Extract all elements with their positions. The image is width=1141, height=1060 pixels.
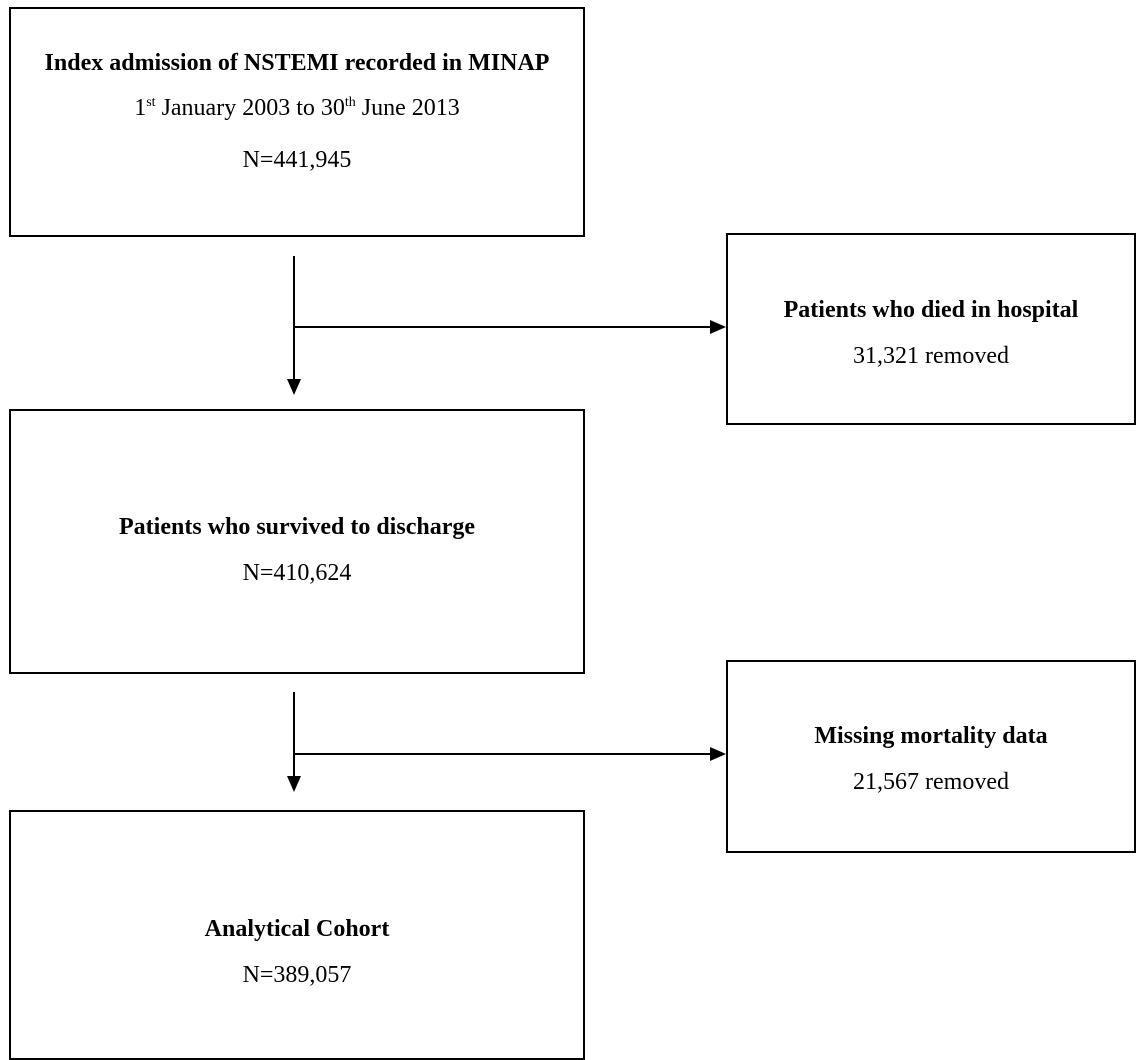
index-admission-count: N=441,945	[242, 147, 352, 173]
index-admission-box: Index admission of NSTEMI recorded in MI…	[9, 7, 585, 237]
arrowhead-right-missing	[710, 747, 726, 761]
missing-mortality-detail: 21,567 removed	[853, 769, 1009, 795]
date-middle: January 2003 to 30	[155, 95, 345, 121]
analytical-cohort-title: Analytical Cohort	[204, 916, 390, 942]
index-admission-title: Index admission of NSTEMI recorded in MI…	[44, 50, 550, 76]
date-end: June 2013	[355, 95, 460, 121]
arrowhead-down-survived	[287, 379, 301, 395]
date-day-start: 1	[134, 95, 147, 121]
analytical-cohort-count: N=389,057	[242, 962, 352, 988]
arrowhead-right-died	[710, 320, 726, 334]
analytical-cohort-box: Analytical Cohort N=389,057	[9, 810, 585, 1060]
survived-to-discharge-box: Patients who survived to discharge N=410…	[9, 409, 585, 674]
survived-to-discharge-title: Patients who survived to discharge	[119, 514, 475, 540]
survived-to-discharge-count: N=410,624	[242, 560, 352, 586]
died-in-hospital-title: Patients who died in hospital	[783, 297, 1079, 323]
date-ordinal-end: th	[344, 95, 356, 110]
missing-mortality-box: Missing mortality data 21,567 removed	[726, 660, 1136, 853]
index-admission-date-range: 1st January 2003 to 30th June 2013	[11, 93, 583, 123]
arrowhead-down-cohort	[287, 776, 301, 792]
missing-mortality-title: Missing mortality data	[814, 723, 1048, 749]
date-ordinal-start: st	[146, 95, 156, 110]
died-in-hospital-detail: 31,321 removed	[853, 343, 1009, 369]
died-in-hospital-box: Patients who died in hospital 31,321 rem…	[726, 233, 1136, 425]
